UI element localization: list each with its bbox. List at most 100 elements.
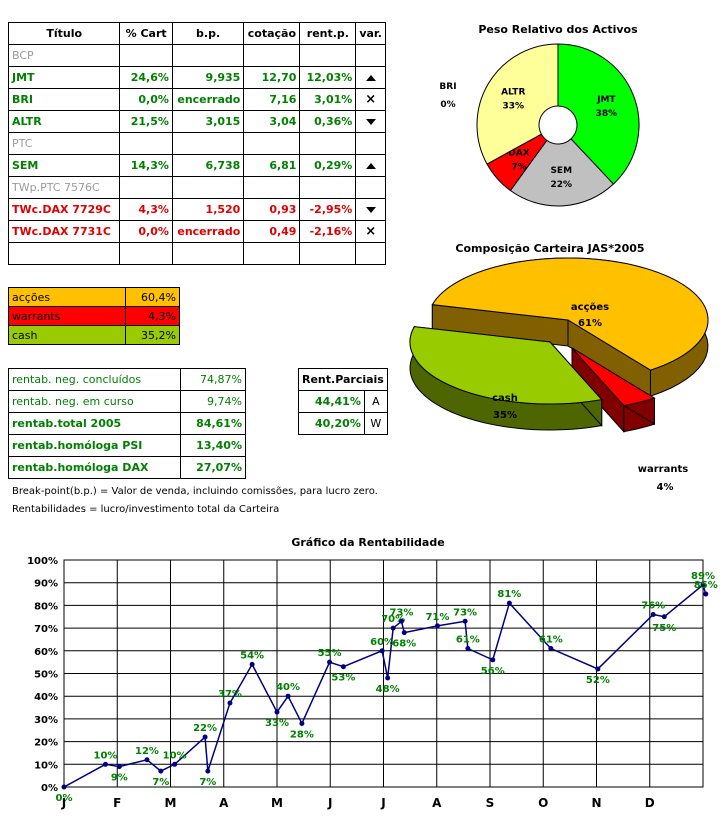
x-tick-label: N <box>591 796 601 810</box>
table-row: TWc.DAX 7731C 0,0% encerrado 0,49 -2,16% × <box>7 220 386 243</box>
data-point <box>490 657 496 663</box>
breakpoint-cell <box>171 242 245 265</box>
data-label: 9% <box>111 773 128 784</box>
data-label: 54% <box>240 650 264 661</box>
data-label: 22% <box>193 723 217 734</box>
portfolio-composition-pie-chart: Composição Carteira JAS*2005 acções 61% cas… <box>409 242 709 493</box>
variation-cell <box>355 176 386 199</box>
table-row: ALTR 21,5% 3,015 3,04 0,36% <box>7 110 386 133</box>
slice-value-label: 4% <box>657 482 674 493</box>
slice-category-label: warrants <box>638 464 688 475</box>
weight-cell <box>119 242 173 265</box>
pie-slice-1 <box>571 347 656 407</box>
data-point <box>462 618 468 624</box>
allocation-value: 60,4% <box>125 287 180 307</box>
return-row: rentab. neg. em curso 9,74% <box>8 390 246 413</box>
ticker-name: SEM <box>7 154 121 177</box>
variation-cell <box>355 154 386 177</box>
x-tick-label: S <box>486 796 495 810</box>
data-label: 75% <box>652 623 676 634</box>
price-cell <box>243 176 301 199</box>
ticker-name: PTC <box>7 132 121 155</box>
returns-line-chart: Gráfico da Rentabilidade 0% 10% 20% 30% 40% 50… <box>27 536 718 810</box>
data-label: 28% <box>290 729 314 740</box>
y-tick-label: 70% <box>34 624 58 635</box>
table-row: TWp.PTC 7576C <box>7 176 386 199</box>
closed-x-icon: × <box>365 224 377 239</box>
partial-return-row: 44,41% A <box>298 390 388 413</box>
data-label: 37% <box>218 689 242 700</box>
weight-cell: 4,3% <box>119 198 173 221</box>
slice-category-label: BRI <box>439 82 456 92</box>
arrow-up-icon <box>365 75 376 81</box>
return-value: 13,40% <box>180 434 246 457</box>
pie-slice-2 <box>409 326 603 405</box>
data-label: 10% <box>94 750 118 761</box>
column-header: var. <box>355 22 386 45</box>
allocation-row: cash 35,2% <box>8 325 180 345</box>
data-point <box>379 648 385 654</box>
slice-category-label: DAX <box>508 148 529 158</box>
data-point <box>700 582 706 588</box>
allocation-row: acções 60,4% <box>8 287 180 307</box>
x-tick-label: J <box>380 796 385 810</box>
return-label: rentab. neg. em curso <box>8 390 181 413</box>
price-cell: 0,49 <box>243 220 301 243</box>
data-label: 60% <box>370 637 394 648</box>
partial-return-value: 40,20% <box>298 412 365 435</box>
allocation-value: 35,2% <box>125 325 180 345</box>
x-tick-label: D <box>645 796 655 810</box>
breakpoint-cell: encerrado <box>171 88 245 111</box>
price-cell: 7,16 <box>243 88 301 111</box>
variation-cell <box>355 242 386 265</box>
x-tick-label: J <box>327 796 332 810</box>
closed-x-icon: × <box>365 92 377 107</box>
ticker-name: TWc.DAX 7731C <box>7 220 121 243</box>
ticker-name: ALTR <box>7 110 121 133</box>
y-tick-label: 50% <box>34 670 58 681</box>
allocation-label: acções <box>8 287 126 307</box>
data-point <box>401 630 407 636</box>
table-row: JMT 24,6% 9,935 12,70 12,03% <box>7 66 386 89</box>
data-point <box>299 720 305 726</box>
data-label: 53% <box>331 673 355 684</box>
return-row: rentab.homóloga DAX 27,07% <box>8 456 246 479</box>
return-row: rentab. neg. concluídos 74,87% <box>8 368 246 391</box>
slice-category-label: SEM <box>550 166 572 176</box>
table-row <box>7 242 386 265</box>
weight-cell: 14,3% <box>119 154 173 177</box>
data-label: 55% <box>318 648 342 659</box>
partial-return-cell: -2,95% <box>299 198 357 221</box>
data-point <box>144 757 150 763</box>
partial-return-cell: 3,01% <box>299 88 357 111</box>
x-tick-label: F <box>113 796 121 810</box>
arrow-down-icon <box>365 207 376 213</box>
data-label: 7% <box>199 777 216 788</box>
y-tick-label: 30% <box>34 715 58 726</box>
column-header: % Cart <box>119 22 173 45</box>
partial-returns-table: Rent.Parciais 44,41% A 40,20% W <box>298 368 388 435</box>
y-tick-label: 60% <box>34 647 58 658</box>
ticker-name <box>7 242 121 265</box>
slice-category-label: ALTR <box>501 88 525 98</box>
partial-return-cell <box>299 132 357 155</box>
column-header: rent.p. <box>299 22 357 45</box>
weight-cell: 21,5% <box>119 110 173 133</box>
table-row: PTC <box>7 132 386 155</box>
data-label: 71% <box>425 612 449 623</box>
partial-return-code: W <box>363 412 388 435</box>
breakpoint-cell: 6,738 <box>171 154 245 177</box>
data-point <box>61 784 67 790</box>
price-cell: 12,70 <box>243 66 301 89</box>
price-cell: 3,04 <box>243 110 301 133</box>
return-label: rentab. neg. concluídos <box>8 368 181 391</box>
price-cell <box>243 242 301 265</box>
price-cell: 6,81 <box>243 154 301 177</box>
partial-return-cell: 0,29% <box>299 154 357 177</box>
pie-slice-0 <box>431 257 709 371</box>
partial-return-cell: 12,03% <box>299 66 357 89</box>
column-header: b.p. <box>171 22 245 45</box>
arrow-up-icon <box>365 163 376 169</box>
slice-value-label: 33% <box>502 102 524 112</box>
data-point <box>285 693 291 699</box>
